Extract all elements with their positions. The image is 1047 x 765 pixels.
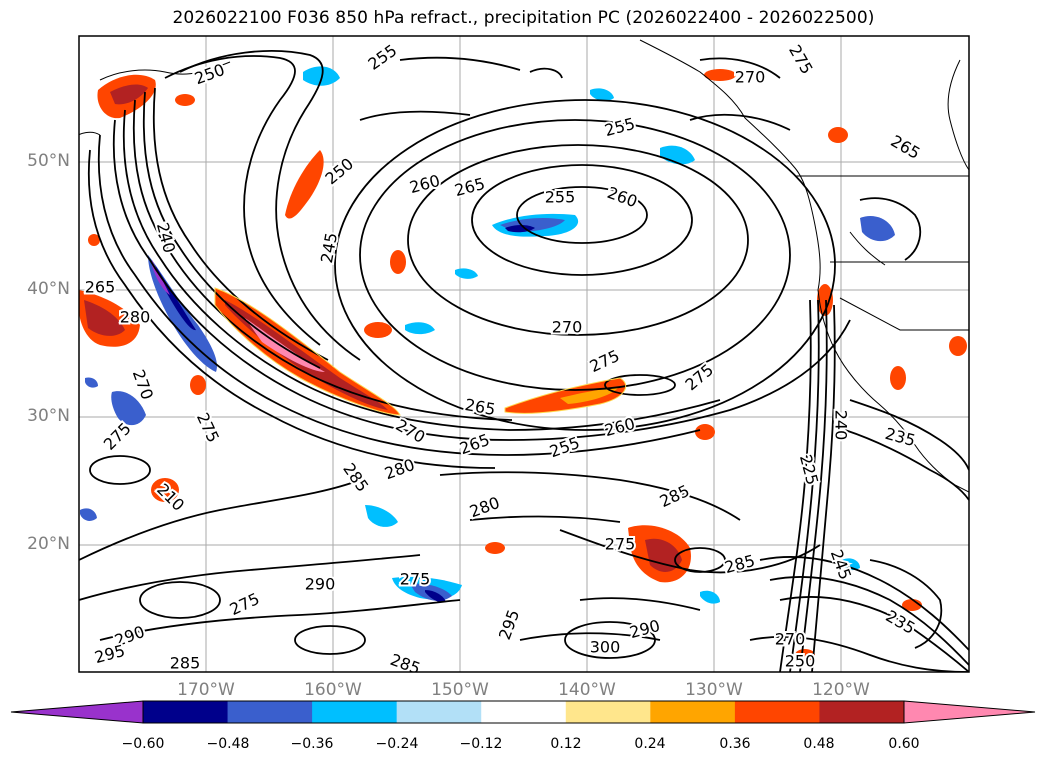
colorbar-tick-6: 0.12 (550, 736, 582, 752)
lat-label-20n: 20°N (27, 534, 70, 554)
map-title: 2026022100 F036 850 hPa refract., precip… (172, 8, 875, 28)
lon-label-170w: 170°W (177, 680, 235, 700)
contour-label: 240 (832, 410, 851, 441)
colorbar-segment (734, 701, 820, 723)
colorbar-segment (227, 701, 313, 723)
contour-label: 280 (120, 308, 151, 327)
lat-label-40n: 40°N (27, 279, 70, 299)
positive-band-main (215, 288, 400, 415)
colorbar-extend-high (904, 701, 1035, 723)
colorbar-tick-8: 0.36 (719, 736, 751, 752)
contour-label: 270 (735, 68, 766, 87)
contour-label: 265 (85, 278, 116, 297)
colorbar-tick-10: 0.60 (888, 736, 920, 752)
coastlines (79, 39, 969, 493)
colorbar-tick-3: −0.36 (290, 736, 334, 752)
colorbar-tick-4: −0.24 (375, 736, 419, 752)
precip-shading (79, 66, 967, 661)
colorbar-segment (481, 701, 567, 723)
colorbar (10, 700, 1036, 724)
contour-label: 270 (775, 630, 806, 649)
contour-label: 255 (545, 188, 576, 207)
colorbar-extend-low (11, 701, 143, 723)
contour-label: 250 (785, 652, 816, 671)
lon-label-130w: 130°W (685, 680, 743, 700)
lon-label-150w: 150°W (431, 680, 489, 700)
lon-label-140w: 140°W (558, 680, 616, 700)
colorbar-segment (565, 701, 651, 723)
lon-label-160w: 160°W (304, 680, 362, 700)
shading-edges (214, 287, 627, 416)
lon-label-120w: 120°W (812, 680, 870, 700)
colorbar-segment (312, 701, 398, 723)
colorbar-tick-2: −0.48 (206, 736, 250, 752)
colorbar-segment (650, 701, 736, 723)
contour-label: 275 (400, 570, 431, 589)
contour-label: 270 (552, 318, 583, 337)
colorbar-segment (819, 701, 905, 723)
refractivity-contours (79, 50, 969, 672)
colorbar-segment (396, 701, 482, 723)
colorbar-tick-5: −0.12 (459, 736, 503, 752)
colorbar-tick-7: 0.24 (634, 736, 666, 752)
map-frame (78, 35, 970, 673)
contour-label: 285 (170, 654, 201, 673)
contour-label: 300 (590, 638, 621, 657)
colorbar-tick-1: −0.60 (121, 736, 165, 752)
colorbar-segment (143, 701, 229, 723)
contour-label: 275 (605, 535, 636, 554)
colorbar-tick-9: 0.48 (803, 736, 835, 752)
contour-label: 290 (305, 575, 336, 594)
lat-label-50n: 50°N (27, 151, 70, 171)
lat-label-30n: 30°N (27, 406, 70, 426)
